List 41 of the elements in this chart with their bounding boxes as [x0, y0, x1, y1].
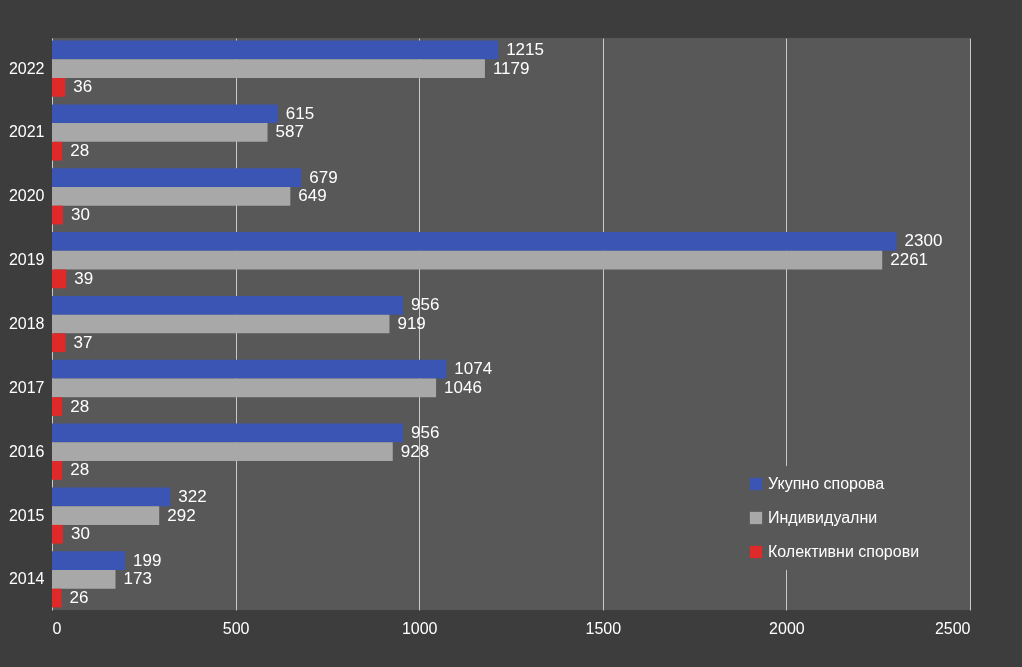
y-tick-label: 2017 [8, 378, 45, 396]
data-label: 173 [123, 569, 152, 589]
data-label: 587 [275, 122, 304, 142]
data-label: 1074 [454, 359, 493, 379]
x-tick-label: 2000 [769, 619, 805, 637]
y-tick-label: 2019 [8, 251, 45, 269]
legend-label: Укупно спорова [768, 475, 885, 492]
data-label: 30 [71, 524, 90, 544]
y-tick-label: 2014 [8, 570, 45, 588]
data-label: 1046 [444, 377, 482, 397]
x-tick-label: 1000 [401, 619, 438, 637]
data-label: 292 [167, 505, 196, 525]
x-tick-label: 0 [52, 619, 62, 637]
data-label: 649 [298, 186, 327, 206]
x-tick-label: 500 [222, 619, 250, 637]
data-label: 2300 [904, 231, 943, 251]
y-tick-label: 2015 [8, 506, 45, 524]
data-label: 1179 [492, 58, 530, 78]
y-tick-label: 2021 [8, 123, 45, 141]
data-label: 199 [133, 550, 162, 570]
y-tick-label: 2020 [8, 187, 45, 205]
data-label: 28 [70, 141, 90, 161]
data-label: 615 [285, 103, 315, 123]
legend-label: Колективни спорови [768, 543, 920, 560]
y-tick-label: 2018 [8, 315, 45, 332]
data-label: 26 [69, 588, 89, 608]
data-label: 37 [73, 332, 93, 352]
y-tick-label: 2016 [8, 442, 45, 460]
data-label: 36 [73, 77, 93, 97]
data-label: 30 [71, 205, 90, 225]
data-label: 1215 [506, 39, 544, 59]
data-label: 28 [70, 460, 90, 480]
data-label: 28 [70, 396, 90, 416]
data-label: 679 [309, 167, 338, 187]
y-tick-label: 2022 [8, 59, 45, 77]
legend-label: Индивидуални [768, 509, 878, 526]
data-label: 322 [178, 486, 207, 506]
x-tick-label: 2500 [934, 619, 971, 637]
data-label: 39 [74, 268, 94, 288]
x-tick-label: 1500 [585, 619, 622, 637]
data-label: 2261 [890, 250, 929, 270]
